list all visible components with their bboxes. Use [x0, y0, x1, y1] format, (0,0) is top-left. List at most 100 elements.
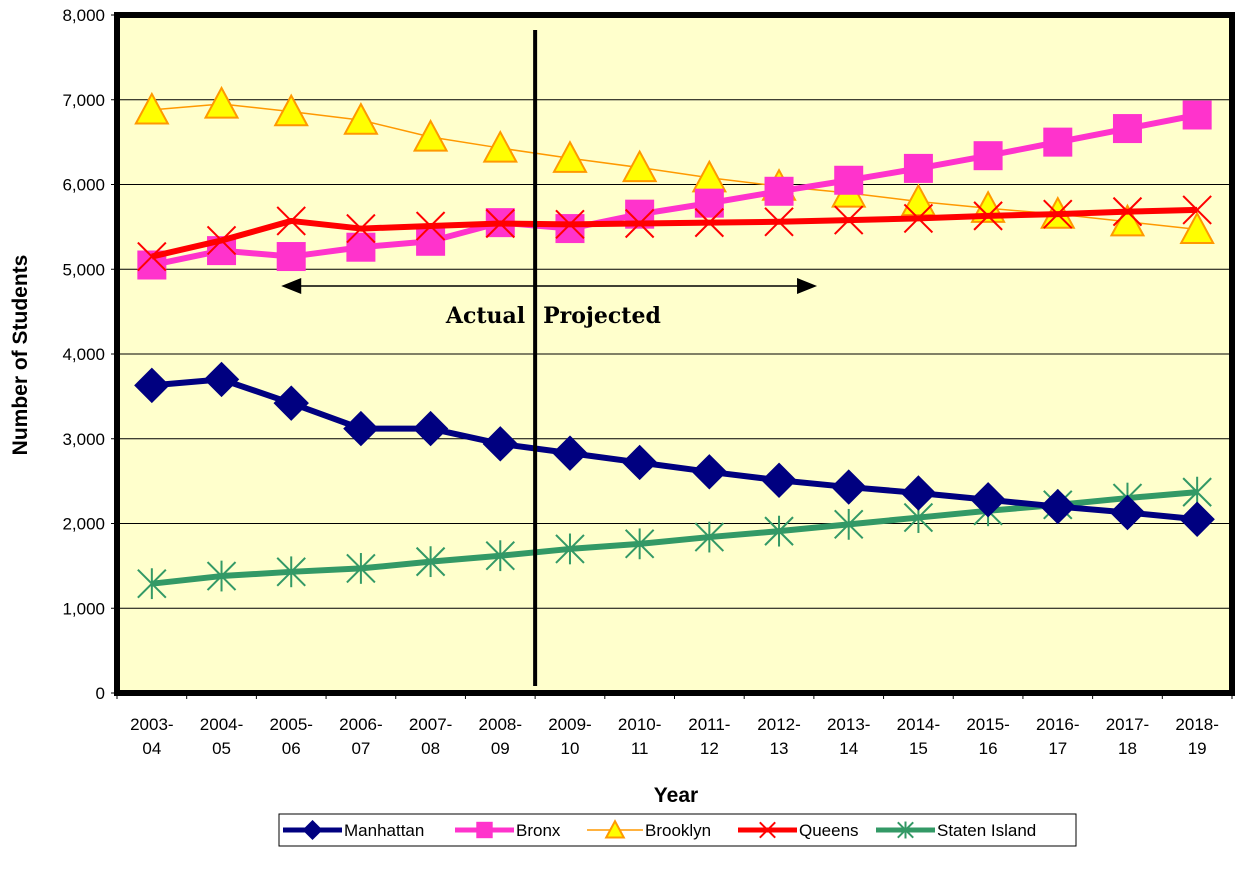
- y-tick-label: 8,000: [62, 6, 105, 25]
- data-point-queens: [346, 213, 376, 244]
- y-tick-label: 7,000: [62, 91, 105, 110]
- series-line-queens: [151, 206, 1198, 260]
- x-tick-label: 2012-13: [757, 715, 800, 758]
- data-point-queens: [415, 211, 446, 241]
- x-tick-label: 2008-09: [479, 715, 522, 758]
- data-point-staten-island: [764, 515, 794, 547]
- x-tick-label: 2006-07: [339, 715, 382, 758]
- legend-box: [278, 813, 1077, 847]
- legend-marker-brooklyn: [604, 819, 626, 839]
- data-point-bronx: [834, 165, 864, 195]
- y-tick-label: 1,000: [62, 599, 105, 618]
- x-tick-label: 2009-10: [548, 715, 591, 758]
- x-tick-label: 2010-11: [618, 715, 661, 758]
- data-point-bronx: [764, 176, 794, 206]
- legend-label-manhattan: Manhattan: [344, 821, 424, 840]
- data-point-bronx: [903, 153, 933, 183]
- data-point-queens: [485, 208, 515, 239]
- data-point-queens: [764, 207, 794, 237]
- y-tick-label: 4,000: [62, 345, 105, 364]
- y-tick-label: 3,000: [62, 430, 105, 449]
- data-point-manhattan: [761, 462, 797, 498]
- projected-label: Projected: [543, 303, 661, 329]
- series-line-brooklyn: [151, 103, 1198, 231]
- data-point-bronx: [1182, 100, 1212, 130]
- data-point-brooklyn: [900, 183, 937, 217]
- data-point-manhattan: [552, 435, 588, 471]
- data-point-queens: [555, 209, 585, 240]
- data-point-staten-island: [276, 556, 306, 588]
- plot-area: 0 1,000 2,000 3,000 4,000 5,000 6,000 7,000 8,00…: [62, 6, 1235, 758]
- data-point-manhattan: [900, 475, 937, 511]
- x-tick-label: 2014-15: [897, 715, 940, 758]
- period-arrow-left-head: [281, 278, 302, 294]
- data-point-queens: [276, 206, 306, 236]
- data-point-staten-island: [137, 568, 167, 600]
- y-axis-title: Number of Students: [9, 255, 32, 456]
- x-tick-label: 2005-06: [269, 715, 312, 758]
- data-point-queens: [1112, 196, 1143, 227]
- data-point-brooklyn: [552, 140, 588, 173]
- data-point-staten-island: [555, 533, 585, 565]
- data-point-brooklyn: [621, 149, 658, 183]
- data-point-manhattan: [970, 482, 1006, 518]
- data-point-manhattan: [831, 469, 867, 505]
- series-line-manhattan: [151, 376, 1198, 523]
- legend-marker-bronx: [476, 821, 493, 839]
- legend-label-queens: Queens: [799, 821, 859, 840]
- data-point-staten-island: [485, 540, 515, 572]
- data-point-manhattan: [1179, 501, 1215, 537]
- y-tick-label: 0: [96, 684, 105, 703]
- data-point-queens: [694, 207, 725, 238]
- x-tick-label: 2003-04: [130, 715, 173, 758]
- data-point-queens: [1182, 195, 1212, 225]
- data-point-queens: [973, 201, 1003, 231]
- data-point-manhattan: [1040, 488, 1076, 525]
- x-tick-label: 2018-19: [1175, 715, 1218, 758]
- data-point-staten-island: [624, 528, 655, 560]
- data-point-bronx: [1043, 127, 1073, 157]
- data-point-manhattan: [343, 410, 379, 447]
- data-point-queens: [1043, 199, 1073, 229]
- data-point-manhattan: [691, 454, 728, 490]
- data-point-bronx: [276, 242, 306, 272]
- data-point-bronx: [973, 141, 1003, 171]
- x-tick-label: 2011-12: [688, 715, 730, 758]
- data-point-manhattan: [412, 410, 449, 447]
- data-point-staten-island: [206, 560, 237, 592]
- data-point-bronx: [416, 226, 446, 256]
- x-tick-label: 2013-14: [827, 715, 870, 758]
- data-point-queens: [834, 205, 864, 235]
- series-line-bronx: [151, 112, 1198, 268]
- data-point-brooklyn: [343, 101, 379, 135]
- x-tick-label: 2015-16: [966, 715, 1009, 758]
- legend-marker-manhattan: [302, 819, 323, 841]
- data-point-bronx: [1112, 114, 1142, 144]
- data-point-manhattan: [203, 361, 240, 398]
- data-point-staten-island: [415, 546, 446, 578]
- data-point-manhattan: [621, 444, 658, 481]
- legend: Manhattan Bronx Brooklyn Queens Staten Islan…: [278, 813, 1077, 847]
- data-point-bronx: [555, 214, 585, 244]
- data-point-queens: [624, 208, 655, 239]
- data-point-manhattan: [273, 385, 309, 421]
- data-point-manhattan: [1109, 494, 1146, 531]
- data-point-staten-island: [834, 508, 864, 540]
- data-point-brooklyn: [273, 93, 309, 127]
- data-point-brooklyn: [482, 129, 518, 163]
- data-point-queens: [206, 225, 237, 256]
- plot-frame: [114, 12, 1235, 696]
- series-line-staten-island: [151, 489, 1198, 587]
- x-tick-label: 2017-18: [1106, 715, 1149, 758]
- data-point-staten-island: [346, 553, 376, 584]
- legend-marker-queens: [759, 821, 776, 839]
- data-point-queens: [903, 203, 934, 234]
- legend-marker-staten-island: [897, 821, 914, 839]
- legend-label-brooklyn: Brooklyn: [645, 821, 711, 840]
- data-point-brooklyn: [134, 91, 170, 125]
- y-tick-label: 2,000: [62, 515, 105, 534]
- data-point-brooklyn: [1179, 211, 1215, 245]
- legend-label-staten-island: Staten Island: [937, 821, 1036, 840]
- x-tick-label: 2016-17: [1036, 715, 1079, 758]
